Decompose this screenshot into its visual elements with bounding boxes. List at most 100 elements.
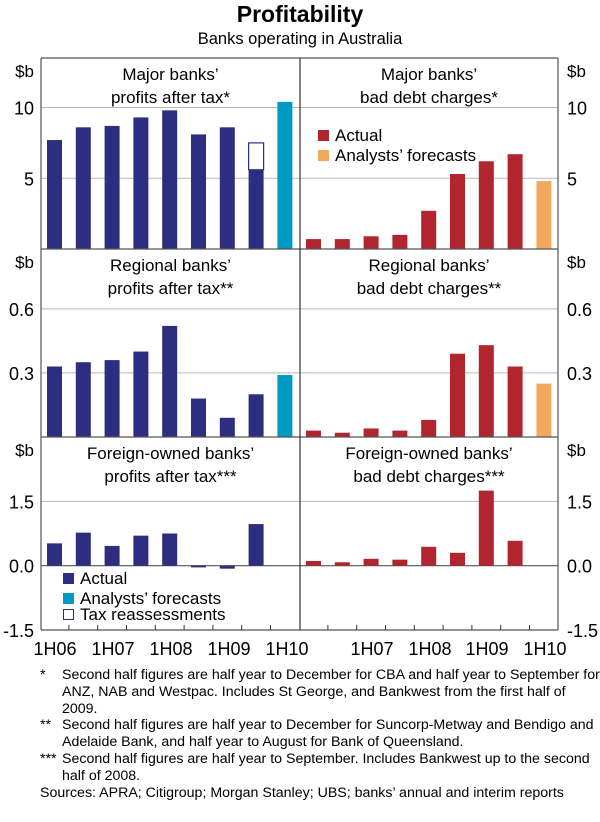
y-tick-label: 0.6 (567, 300, 592, 320)
chart-panels: 5 10 $b Major banks’ profits after tax* 5 10 $b… (3, 57, 598, 659)
y-tick-label: -1.5 (567, 621, 598, 641)
footnote-mark: *** (40, 750, 57, 767)
bar-actual (507, 154, 523, 249)
bar-actual (363, 236, 379, 249)
y-axis-unit-label: $b (15, 253, 34, 272)
bar-actual (75, 127, 91, 249)
bar-actual (450, 353, 465, 437)
panel-title-line-1: Major banks’ (381, 65, 477, 84)
footnote-text: Second half figures are half year to Dec… (62, 717, 594, 751)
bar-actual (191, 398, 206, 437)
bar-actual (47, 140, 62, 249)
legend-swatch-forecast (318, 150, 329, 161)
y-tick-label: 5 (24, 169, 34, 189)
bar-forecast (277, 101, 293, 250)
panel-title-line-1: Regional banks’ (369, 256, 490, 275)
legend-label-forecast: Analysts’ forecasts (335, 146, 476, 165)
y-tick-label: 10 (14, 99, 34, 119)
bar-actual (306, 560, 321, 566)
footnotes: * Second half figures are half year to D… (40, 667, 600, 801)
panel-title-line-2: profits after tax* (111, 88, 230, 107)
bar-actual (478, 161, 494, 249)
bar-actual (421, 419, 437, 437)
y-axis-unit-label: $b (15, 62, 34, 81)
bar-actual (421, 210, 437, 249)
bar-actual (162, 110, 178, 249)
y-tick-label: 10 (567, 99, 587, 119)
y-axis-unit-label: $b (567, 62, 586, 81)
bar-actual (306, 239, 321, 249)
footnote-3: *** Second half figures are half year to… (40, 751, 600, 785)
bar-actual (363, 428, 379, 437)
panel-title-line-2: bad debt charges* (360, 88, 498, 107)
bar-actual (191, 134, 206, 249)
y-axis-unit-label: $b (15, 441, 34, 460)
y-axis-unit-label: $b (567, 253, 586, 272)
sources: Sources: APRA; Citigroup; Morgan Stanley… (40, 784, 564, 801)
y-tick-label: 0.3 (9, 364, 34, 384)
y-tick-label: -1.5 (3, 621, 34, 641)
bar-actual (392, 559, 408, 566)
bar-actual (75, 532, 91, 566)
bar-actual (75, 362, 91, 437)
bar-actual (162, 325, 178, 437)
bar-actual (421, 546, 437, 566)
panel-title-line-2: profits after tax** (108, 279, 234, 298)
footnote-1: * Second half figures are half year to D… (40, 667, 600, 717)
bar-actual (219, 417, 235, 437)
x-tick-label: 1H07 (350, 639, 393, 659)
bar-actual (104, 545, 120, 566)
x-tick-label: 1H07 (91, 639, 134, 659)
bar-actual (47, 543, 62, 566)
bar-actual (47, 366, 62, 437)
bar-actual (104, 125, 120, 249)
y-tick-label: 5 (567, 169, 577, 189)
footnote-mark: ** (40, 717, 52, 734)
legend-swatch-actual (63, 573, 74, 584)
bar-actual (334, 562, 350, 566)
bar-actual (507, 366, 523, 437)
bar-actual (450, 552, 465, 566)
x-tick-label: 1H09 (207, 639, 250, 659)
bar-actual (248, 394, 264, 437)
legend-label-forecast: Analysts’ forecasts (80, 589, 221, 608)
bar-actual (191, 565, 206, 568)
panel-title-line-1: Regional banks’ (110, 256, 231, 275)
bar-actual (219, 565, 235, 569)
bar-actual (363, 558, 379, 566)
x-tick-label: 1H06 (33, 639, 76, 659)
bar-actual (306, 430, 321, 437)
bar-tax-reassessment (248, 142, 265, 171)
bar-actual (248, 524, 264, 566)
bar-forecast (536, 383, 552, 437)
bar-actual (450, 174, 465, 249)
bar-actual (334, 432, 350, 437)
bar-actual (334, 239, 350, 249)
bar-actual (248, 169, 264, 249)
legend-label-actual: Actual (335, 126, 382, 145)
y-tick-label: 1.5 (567, 492, 592, 512)
y-tick-label: 1.5 (9, 492, 34, 512)
footnote-text: Second half figures are half year to Dec… (62, 667, 600, 717)
bar-actual (104, 360, 120, 437)
y-tick-label: 0.3 (567, 364, 592, 384)
x-tick-label: 1H08 (408, 639, 451, 659)
bar-actual (507, 540, 523, 566)
chart-subtitle: Banks operating in Australia (197, 30, 403, 48)
panel-title-line-1: Major banks’ (122, 65, 218, 84)
x-tick-label: 1H10 (523, 639, 566, 659)
footnote-text: Second half figures are half year to Sep… (62, 750, 590, 784)
footnote-2: ** Second half figures are half year to … (40, 717, 600, 751)
bar-actual (162, 533, 178, 566)
bar-actual (392, 430, 408, 437)
panel-title-line-1: Foreign-owned banks’ (87, 444, 254, 463)
panel-title-line-2: bad debt charges** (357, 279, 502, 298)
x-tick-label: 1H08 (149, 639, 192, 659)
bar-actual (133, 351, 149, 437)
y-tick-label: 0.0 (9, 557, 34, 577)
panel-title-line-2: profits after tax*** (104, 467, 237, 486)
bar-actual (478, 490, 494, 566)
bar-forecast (277, 375, 293, 437)
bar-actual (133, 535, 149, 566)
legend-swatch-actual (318, 130, 329, 141)
